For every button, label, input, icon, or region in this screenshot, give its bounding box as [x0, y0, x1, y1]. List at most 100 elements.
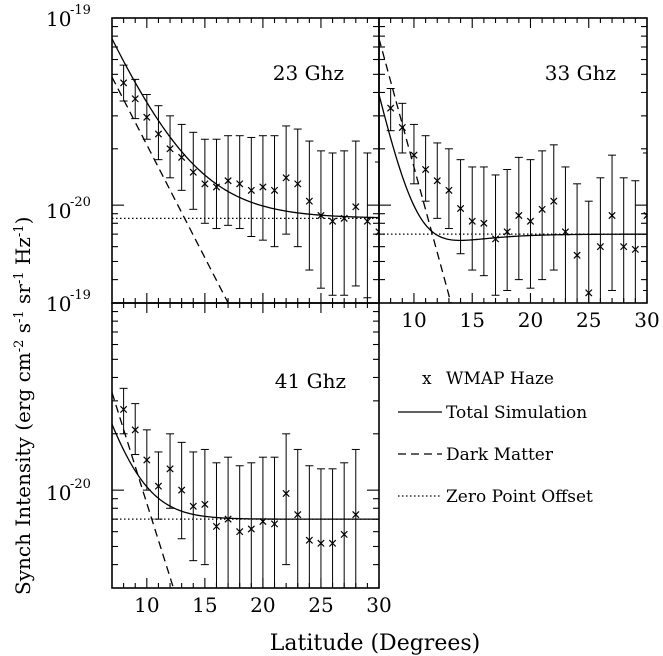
y-tick-label-top: 10 -19 [46, 3, 91, 31]
x-marker [154, 130, 163, 138]
x-marker [445, 186, 453, 194]
haze-point [305, 465, 314, 588]
legend-item-zero-point-offset: Zero Point Offset [398, 487, 593, 507]
legend-label-wmap-haze: WMAP Haze [446, 369, 554, 389]
haze-point [351, 140, 360, 287]
x-marker [421, 165, 430, 174]
panel-41ghz [112, 302, 380, 588]
haze-point [596, 177, 605, 303]
haze-point [351, 448, 360, 588]
legend-marker-x: x [422, 369, 432, 389]
x-marker [526, 217, 535, 225]
haze-point [631, 180, 640, 303]
haze-point [177, 441, 186, 540]
x-marker [491, 235, 500, 243]
haze-point [119, 387, 128, 435]
y-tick-top-base: 10 [46, 7, 71, 31]
haze-point [456, 159, 465, 255]
x-marker [456, 204, 465, 213]
x-marker [270, 520, 279, 528]
x-marker [387, 104, 395, 112]
haze-point [200, 448, 209, 566]
x-marker [328, 217, 337, 225]
x-marker [433, 177, 441, 185]
x-marker [561, 228, 570, 236]
x-marker [119, 405, 128, 414]
x-marker [352, 510, 360, 519]
haze-point [177, 123, 186, 191]
haze-point [316, 468, 325, 588]
x-marker [328, 539, 337, 547]
haze-point [247, 462, 256, 588]
x-marker [305, 197, 313, 205]
haze-point [479, 166, 488, 277]
y-tick-mid-exp: -20 [70, 195, 91, 210]
x-marker [538, 205, 546, 213]
x-marker [131, 95, 139, 103]
x-marker [178, 486, 186, 494]
x-marker [189, 168, 197, 176]
x-tick-label: 30 [634, 308, 659, 332]
haze-point [212, 462, 221, 588]
haze-point [154, 451, 163, 520]
haze-point [258, 456, 267, 588]
x-marker [631, 245, 639, 254]
plot-area [112, 38, 379, 303]
haze-point [608, 154, 617, 291]
haze-point [549, 144, 558, 271]
x-tick-labels-right: 10 15 20 25 30 [401, 308, 659, 332]
x-marker [468, 217, 476, 225]
legend-label-zero-point-offset: Zero Point Offset [446, 487, 593, 507]
x-marker [317, 211, 325, 220]
x-marker [282, 174, 290, 182]
haze-point [154, 105, 163, 161]
x-marker [178, 153, 186, 161]
haze-point [398, 102, 407, 154]
haze-point [386, 88, 395, 132]
haze-point [235, 135, 244, 230]
x-tick-label: 25 [576, 308, 601, 332]
x-marker [305, 536, 313, 544]
y-tick-top-exp: -19 [70, 3, 91, 18]
haze-point [212, 138, 221, 230]
haze-point [166, 115, 175, 179]
x-marker [340, 214, 348, 222]
total-simulation-curve [112, 423, 379, 520]
x-marker [259, 183, 267, 191]
x-tick-label: 10 [401, 308, 426, 332]
total-simulation-curve [112, 38, 379, 219]
legend-label-dark-matter: Dark Matter [446, 445, 554, 465]
x-tick-label: 10 [134, 593, 159, 617]
x-marker [189, 502, 197, 510]
x-marker [294, 510, 302, 519]
dark-matter-curve [112, 392, 175, 588]
x-marker [352, 203, 360, 211]
dark-matter-curve [112, 76, 229, 303]
x-marker [363, 217, 372, 225]
legend-item-dark-matter: Dark Matter [398, 445, 554, 465]
haze-point [131, 403, 140, 456]
legend-item-wmap-haze: x WMAP Haze [422, 369, 554, 389]
panel-41ghz-frame [111, 302, 380, 589]
haze-point [224, 456, 233, 588]
y-tick-bottom-base: 10 [46, 292, 71, 316]
y-tick-label-mid: 10 -20 [46, 195, 91, 223]
x-marker [398, 123, 406, 132]
haze-point [189, 451, 198, 562]
haze-point [421, 135, 430, 202]
x-marker [154, 482, 163, 490]
haze-point [224, 135, 233, 226]
haze-point [526, 159, 535, 289]
x-tick-label: 15 [459, 308, 484, 332]
haze-point [293, 128, 302, 248]
haze-point [316, 150, 325, 289]
x-marker [236, 528, 244, 536]
total-simulation-curve [379, 94, 647, 242]
x-marker [608, 211, 616, 220]
x-marker [212, 522, 221, 531]
x-marker [201, 500, 209, 508]
haze-point [340, 150, 349, 296]
x-tick-label: 30 [366, 593, 391, 617]
x-marker [201, 180, 209, 188]
